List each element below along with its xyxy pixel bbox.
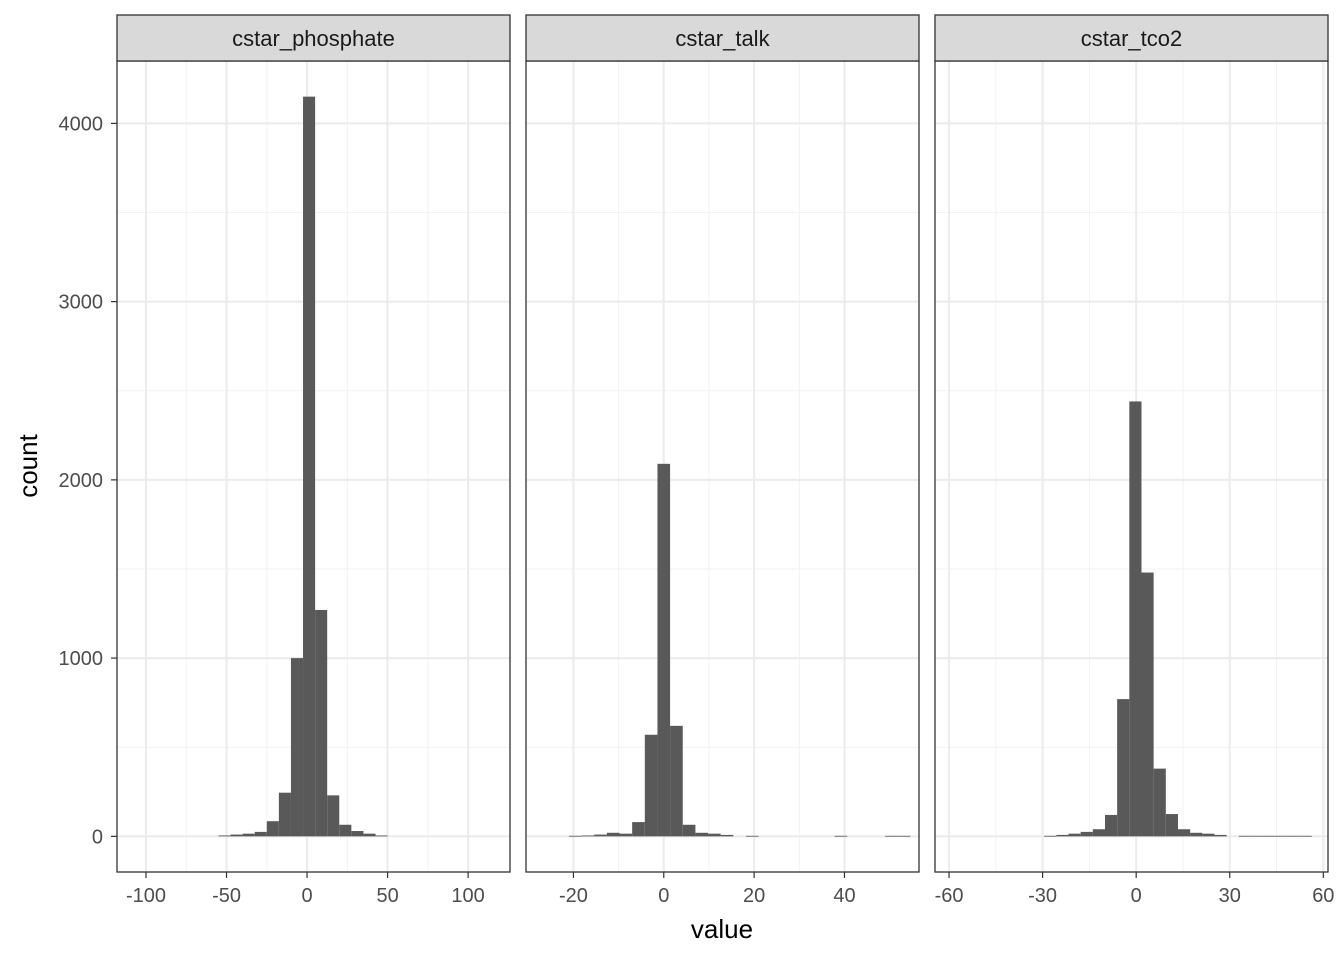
y-tick-label: 3000 [59, 292, 104, 314]
x-tick-label: -20 [559, 885, 588, 907]
histogram-bar [1165, 814, 1178, 837]
histogram-bar [303, 96, 316, 837]
histogram-bar [278, 792, 291, 837]
histogram-bar [242, 833, 255, 837]
histogram-bar [230, 834, 243, 837]
y-tick-label: 4000 [59, 113, 104, 135]
facet-strip [116, 14, 511, 62]
histogram-bar [315, 609, 328, 837]
panel-cstar-tco2: cstar_tco2 -60 -30 0 30 60 [934, 14, 1334, 907]
histogram-bar [363, 833, 376, 837]
histogram-bar [1238, 835, 1251, 837]
histogram-bar [657, 463, 671, 837]
histogram-bar [581, 835, 595, 837]
panel-background [526, 61, 919, 872]
x-tick-label: 100 [451, 885, 484, 907]
histogram-bar [594, 834, 607, 837]
histogram-bar [834, 835, 848, 837]
x-tick-label: 30 [1219, 885, 1241, 907]
histogram-bar [619, 833, 633, 837]
histogram-bar [1129, 401, 1142, 837]
panel-cstar-talk: cstar_talk -20 0 20 40 [525, 14, 920, 907]
histogram-bar [254, 831, 267, 837]
facet-strip-label: cstar_phosphate [232, 26, 395, 51]
x-tick-label: 0 [658, 885, 669, 907]
histogram-bar [1141, 572, 1154, 837]
x-axis-title: value [691, 914, 753, 944]
histogram-bar [1104, 814, 1118, 837]
histogram-bar [1177, 829, 1191, 837]
histogram-bar [644, 734, 658, 837]
facet-strip-label: cstar_tco2 [1081, 26, 1183, 51]
y-axis-title: count [13, 433, 43, 497]
x-tick-label: 50 [376, 885, 398, 907]
x-tick-label: -50 [212, 885, 241, 907]
histogram-bar [885, 835, 898, 837]
histogram-bar [351, 831, 364, 837]
histogram-bar [720, 834, 734, 837]
facet-strip [525, 14, 920, 62]
histogram-bar [897, 835, 911, 837]
x-tick-label: -30 [1028, 885, 1057, 907]
x-tick-label: 40 [833, 885, 855, 907]
y-tick-label: 0 [92, 826, 103, 848]
histogram-bar [695, 832, 709, 837]
histogram-bar [1299, 835, 1312, 837]
x-tick-label: 0 [301, 885, 312, 907]
histogram-bar [1202, 833, 1215, 837]
histogram-bar [632, 822, 645, 837]
histogram-bar [290, 658, 304, 837]
facet-strip [934, 14, 1329, 62]
facet-panels: cstar_phosphate -100 -50 0 50 100 cstar_talk -2… [116, 14, 1334, 907]
x-tick-label: -100 [126, 885, 166, 907]
y-tick-label: 1000 [59, 648, 104, 670]
x-tick-label: 0 [1131, 885, 1142, 907]
histogram-bar [1287, 835, 1300, 837]
histogram-bar [1080, 831, 1093, 837]
histogram-bar [1092, 829, 1105, 837]
histogram-bar [1250, 835, 1264, 837]
x-tick-label: 20 [743, 885, 765, 907]
histogram-bar [568, 835, 582, 837]
histogram-bar [708, 833, 721, 837]
histogram-bar [1044, 835, 1057, 837]
histogram-bar [218, 835, 231, 837]
histogram-bar [1153, 768, 1166, 837]
histogram-bar [266, 821, 279, 837]
histogram-bar [1190, 832, 1203, 837]
y-tick-label: 2000 [59, 470, 104, 492]
y-axis: 0 1000 2000 3000 4000 [59, 113, 117, 848]
histogram-bar [1275, 835, 1288, 837]
facet-strip-label: cstar_talk [675, 26, 770, 51]
histogram-bar [1056, 834, 1069, 837]
histogram-bar [1117, 699, 1130, 837]
histogram-bar [1214, 834, 1227, 837]
histogram-bar [682, 824, 696, 837]
panel-cstar-phosphate: cstar_phosphate -100 -50 0 50 100 [116, 14, 511, 907]
histogram-bar [745, 835, 759, 837]
x-tick-label: 60 [1312, 885, 1334, 907]
histogram-bar [375, 835, 388, 837]
histogram-bar [1068, 833, 1081, 837]
histogram-bar [327, 795, 340, 837]
x-tick-label: -60 [935, 885, 964, 907]
histogram-bar [339, 824, 352, 837]
histogram-bar [670, 725, 683, 837]
histogram-bar [1263, 835, 1276, 837]
histogram-bar [606, 832, 620, 837]
